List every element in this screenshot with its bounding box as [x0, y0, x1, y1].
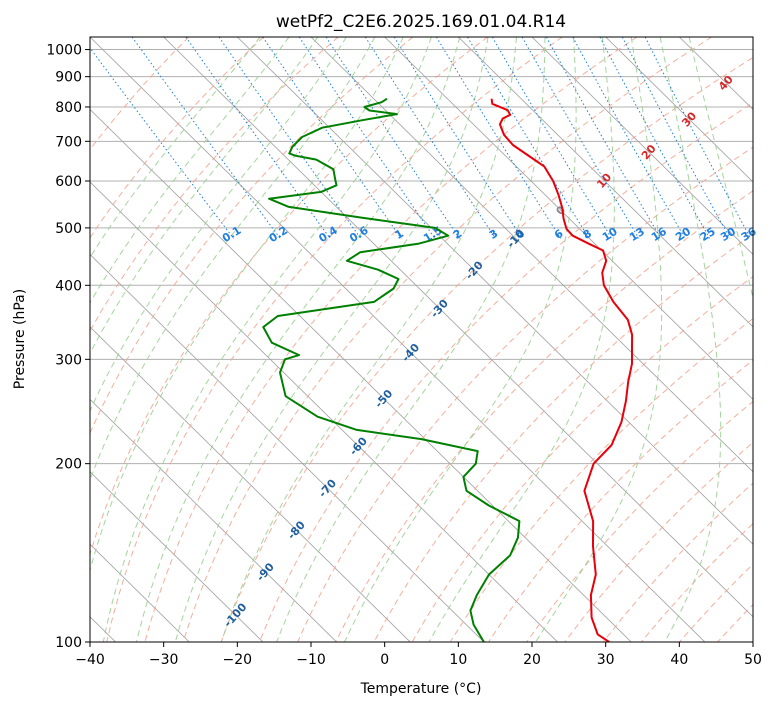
moist-adiabat — [659, 37, 722, 642]
dry-adiabat — [182, 37, 712, 642]
y-tick-label: 700 — [55, 134, 82, 150]
isotherm-line — [90, 37, 706, 642]
mixing-ratio-line — [467, 37, 590, 239]
y-tick-label: 100 — [55, 635, 82, 651]
x-axis-label: Temperature (°C) — [360, 681, 482, 697]
chart-title: wetPf2_C2E6.2025.169.01.04.R14 — [276, 12, 566, 32]
dry-adiabat — [373, 233, 753, 642]
x-tick-label: −40 — [75, 652, 105, 668]
y-tick-label: 400 — [55, 278, 82, 294]
dry-adiabat — [106, 37, 563, 642]
mixing-ratio-line — [131, 37, 281, 239]
moist-adiabat — [428, 37, 615, 642]
isotherm-line — [90, 326, 411, 642]
mixing-ratio-line — [298, 37, 436, 239]
moist-adiabat — [535, 37, 663, 642]
mixing-ratio-line — [599, 37, 711, 239]
moist-adiabat — [90, 37, 290, 304]
moist-adiabat — [174, 37, 489, 642]
isotherm-line — [90, 471, 264, 642]
dry-adiabat — [90, 37, 339, 332]
x-tick-label: 10 — [449, 652, 467, 668]
dry-adiabat — [297, 146, 753, 642]
x-tick-label: 20 — [523, 652, 541, 668]
moist-adiabat — [90, 37, 404, 573]
isotherm-line — [310, 37, 753, 473]
isotherm-line — [237, 37, 753, 545]
dry-adiabat — [258, 102, 753, 642]
x-tick-label: 30 — [597, 652, 615, 668]
dry-adiabat — [220, 56, 753, 642]
moist-adiabat — [220, 37, 517, 642]
dry-adiabat — [449, 317, 753, 642]
isotherm-line — [384, 37, 753, 400]
isotherm-line — [90, 398, 337, 642]
isotherm-line — [531, 37, 753, 255]
moist-adiabat — [688, 37, 753, 301]
moist-adiabat — [102, 37, 432, 642]
moist-adiabat — [90, 37, 261, 259]
isotherm-line — [605, 37, 753, 183]
mixing-ratio-line — [325, 37, 460, 239]
x-axis-ticks: −40 −30 −20 −10 0 10 20 30 40 50 — [75, 642, 762, 668]
dewpoint-profile — [262, 97, 521, 642]
x-tick-label: −30 — [149, 652, 179, 668]
mixing-ratio-line — [262, 37, 402, 239]
mixing-ratio-line — [364, 37, 496, 239]
moist-adiabat — [90, 37, 319, 355]
x-tick-label: −10 — [296, 652, 326, 668]
y-axis-label: Pressure (hPa) — [12, 289, 28, 389]
x-tick-label: −20 — [223, 652, 253, 668]
mixing-ratio-line — [545, 37, 662, 239]
y-tick-label: 300 — [55, 352, 82, 368]
y-axis-ticks: 100 200 300 400 500 600 700 800 900 1000 — [46, 43, 90, 651]
y-tick-label: 1000 — [46, 43, 82, 59]
isotherm-line — [458, 37, 753, 328]
mixing-ratio-line — [491, 37, 613, 239]
temperature-profile — [490, 98, 634, 642]
isotherm-line — [90, 181, 558, 642]
dry-adiabat — [144, 37, 638, 642]
dry-adiabat — [90, 37, 264, 239]
y-tick-label: 200 — [55, 457, 82, 473]
dry-adiabat — [90, 37, 414, 435]
moist-adiabat — [90, 37, 347, 412]
dry-adiabat — [411, 275, 753, 642]
y-tick-label: 900 — [55, 70, 82, 86]
mixing-ratio-line — [435, 37, 562, 239]
x-tick-label: 40 — [670, 652, 688, 668]
isotherm-line — [90, 253, 485, 642]
y-tick-label: 600 — [55, 174, 82, 190]
y-tick-label: 500 — [55, 221, 82, 237]
y-tick-label: 800 — [55, 100, 82, 116]
moist-adiabat — [136, 37, 461, 642]
dry-adiabat — [90, 37, 488, 556]
isotherm-line — [90, 108, 632, 642]
plot-frame — [89, 36, 754, 643]
mixing-ratio-line — [218, 37, 362, 239]
x-tick-label: 50 — [744, 652, 762, 668]
moist-adiabat — [344, 37, 577, 642]
profiles — [262, 97, 634, 642]
moist-adiabat — [276, 37, 546, 642]
x-tick-label: 0 — [380, 652, 389, 668]
mixing-ratio-line — [393, 37, 523, 239]
background-lines — [90, 37, 753, 642]
dry-adiabat — [488, 359, 753, 642]
isotherm-line — [163, 37, 753, 618]
mixing-ratio-line — [521, 37, 640, 239]
mixing-ratio-line — [572, 37, 686, 239]
dry-adiabat — [335, 190, 753, 642]
